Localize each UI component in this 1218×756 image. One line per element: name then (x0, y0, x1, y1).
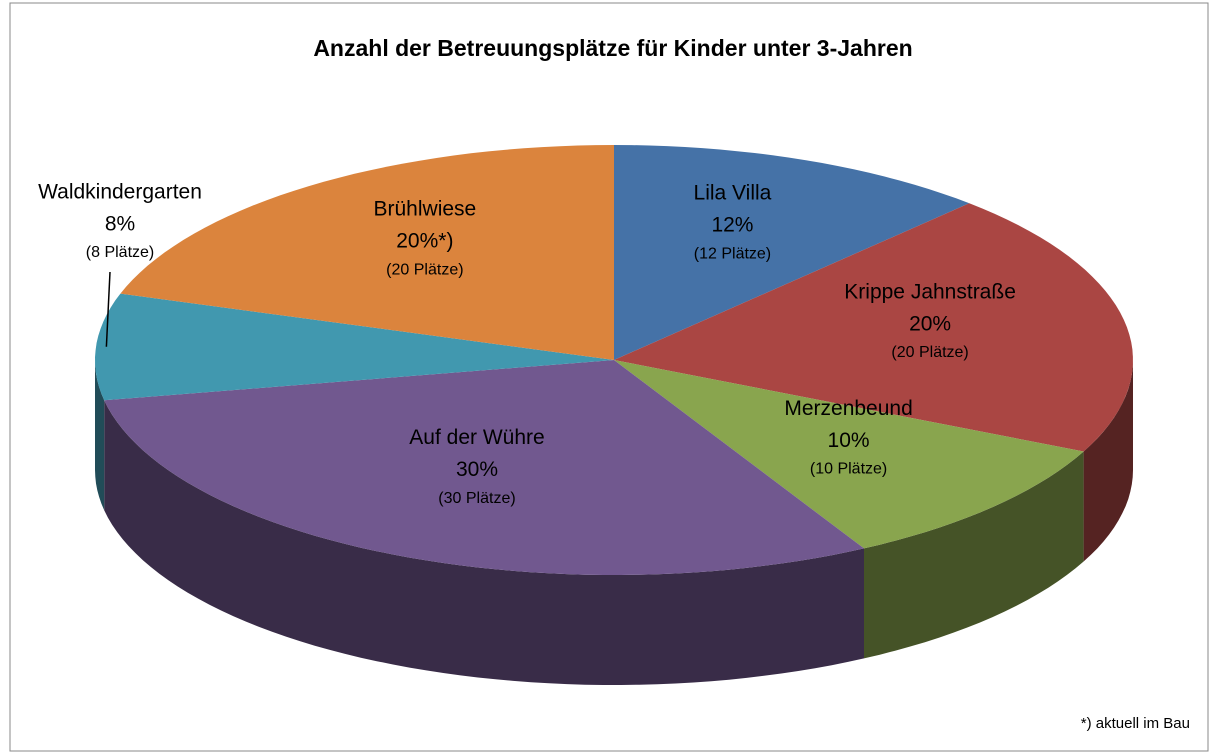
slice-label: Lila Villa (694, 182, 772, 205)
sub-label: (10 Plätze) (810, 460, 887, 477)
value-label: 20% (909, 313, 951, 336)
slice-label: Merzenbeund (784, 397, 912, 420)
value-label: 12% (711, 214, 753, 237)
chart-title: Anzahl der Betreuungsplätze für Kinder u… (313, 35, 912, 61)
slice-side (864, 451, 1084, 659)
value-label: 30% (456, 458, 498, 481)
slice-side (104, 400, 864, 685)
slice (614, 145, 970, 360)
sub-label: (8 Plätze) (86, 244, 154, 261)
leader-line (105, 271, 111, 347)
slice (614, 203, 1133, 452)
slice (120, 145, 615, 360)
slice-side (1083, 360, 1133, 562)
value-label: 20%*) (396, 230, 453, 253)
slice-label: Auf der Wühre (409, 426, 544, 449)
slice-label: Brühlwiese (374, 198, 477, 221)
slice (95, 293, 614, 401)
sub-label: (20 Plätze) (386, 261, 463, 278)
annotation: *) aktuell im Bau (1081, 715, 1190, 732)
value-label: 8% (105, 213, 135, 236)
sub-label: (20 Plätze) (891, 344, 968, 361)
sub-label: (12 Plätze) (694, 245, 771, 262)
slice-label: Waldkindergarten (38, 181, 202, 204)
sub-label: (30 Plätze) (438, 490, 515, 507)
slice-side (95, 360, 105, 511)
value-label: 10% (828, 429, 870, 452)
slice (104, 360, 864, 575)
slice-label: Krippe Jahnstraße (844, 281, 1016, 304)
slice (614, 360, 1084, 549)
